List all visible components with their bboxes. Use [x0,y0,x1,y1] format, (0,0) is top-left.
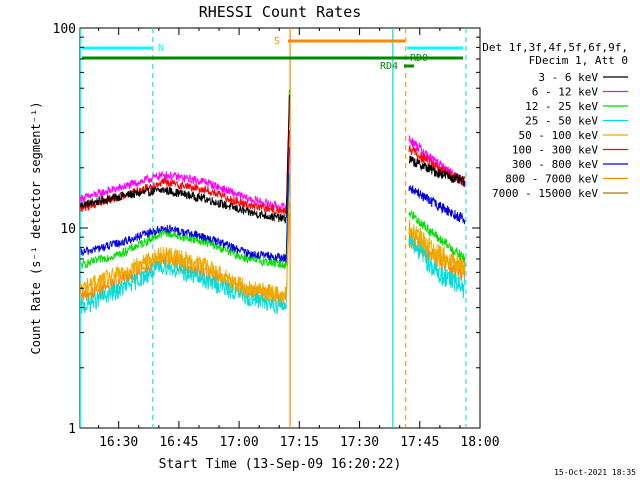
x-axis-label: Start Time (13-Sep-09 16:20:22) [159,457,402,472]
legend-header: FDecim 1, Att 0 [529,54,628,67]
series-line-post [408,210,466,263]
x-tick-label: 17:30 [340,435,379,450]
y-axis-ticks: 1 10 100 [53,22,480,437]
legend-entry-label: 6 - 12 keV [532,86,599,99]
x-tick-label: 17:45 [400,435,439,450]
series-line-pre [80,95,290,224]
series-line-post [408,219,466,274]
legend-entry-label: 3 - 6 keV [538,71,598,84]
series-line-post [408,155,466,187]
annotation-label-rd4: RD4 [380,61,398,72]
chart-title: RHESSI Count Rates [199,3,362,21]
y-tick-label: 1 [68,422,76,437]
series-line-post [408,184,466,225]
annotation-label-s: S [274,36,280,47]
x-tick-label: 16:30 [99,435,138,450]
annotation-label-n: N [158,43,164,54]
x-tick-label: 17:15 [280,435,319,450]
y-tick-label: 10 [60,222,76,237]
legend-entry-label: 300 - 800 keV [512,158,598,171]
legend-entry-label: 25 - 50 keV [525,115,598,128]
x-tick-label: 16:45 [159,435,198,450]
time-markers [79,28,467,428]
legend-entry-label: 50 - 100 keV [519,129,599,142]
series-line-pre [80,106,290,213]
series-line-pre [80,201,290,305]
series-line-post [408,233,466,299]
x-tick-label: 17:00 [220,435,259,450]
legend-entry-label: 12 - 25 keV [525,100,598,113]
y-axis-label: Count Rate (s⁻¹ detector segment⁻¹) [29,102,43,355]
series-line-pre [80,173,290,315]
series-line-pre [80,147,290,263]
annotation-label-rd0: RD0 [410,53,428,64]
series-group [80,89,466,315]
generated-timestamp: 15-Oct-2021 18:35 [554,468,636,477]
legend-header: Det 1f,3f,4f,5f,6f,9f, [482,41,628,54]
legend-entry-label: 100 - 300 keV [512,144,598,157]
y-tick-label: 100 [53,22,76,37]
series-line-post [408,145,466,187]
legend: Det 1f,3f,4f,5f,6f,9f,FDecim 1, Att 0 3 -… [482,41,628,200]
x-tick-label: 18:00 [460,435,499,450]
annotation-bars: N S RD4 RD0 [82,36,463,72]
series-line-post [408,135,466,188]
legend-entry-label: 7000 - 15000 keV [492,187,598,200]
legend-entry-label: 800 - 7000 keV [505,173,598,186]
x-axis-ticks: 16:30 16:45 17:00 17:15 17:30 17:45 18:00 [98,28,500,450]
